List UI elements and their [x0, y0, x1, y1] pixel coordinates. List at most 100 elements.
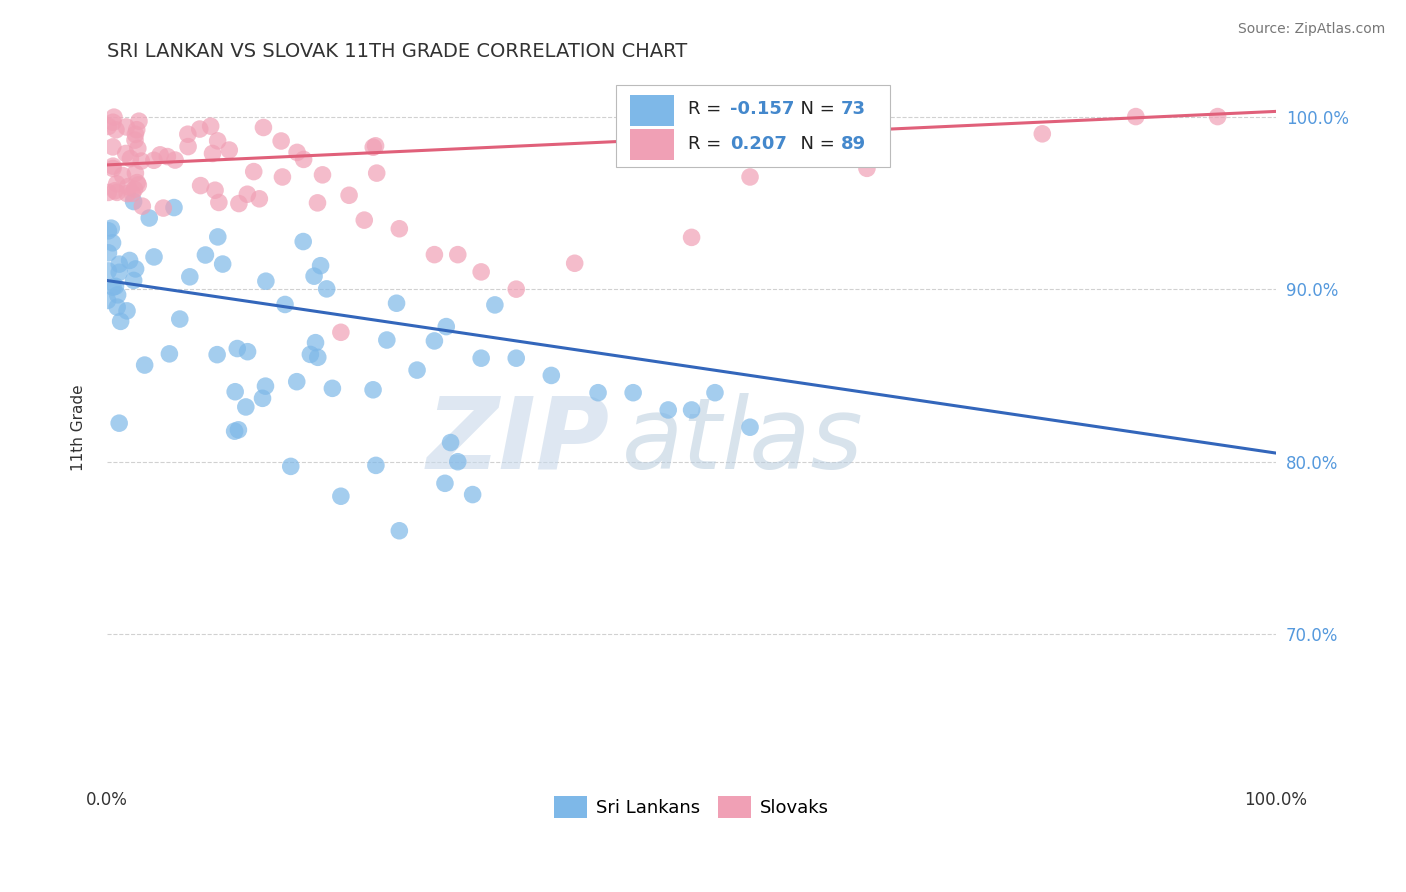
- Point: [97, 245, 120, 260]
- Text: SRI LANKAN VS SLOVAK 11TH GRADE CORRELATION CHART: SRI LANKAN VS SLOVAK 11TH GRADE CORRELAT…: [107, 42, 688, 61]
- Point: [143, 250, 166, 264]
- Point: [100, 221, 122, 235]
- Point: [470, 351, 492, 366]
- Point: [235, 400, 257, 414]
- Point: [128, 114, 150, 128]
- Point: [124, 133, 146, 147]
- Point: [353, 213, 375, 227]
- Point: [226, 342, 249, 356]
- Point: [211, 257, 233, 271]
- Point: [190, 178, 212, 193]
- Text: Source: ZipAtlas.com: Source: ZipAtlas.com: [1237, 22, 1385, 37]
- Point: [385, 296, 408, 310]
- Point: [101, 159, 124, 173]
- Point: [149, 148, 172, 162]
- Point: [97, 224, 120, 238]
- Point: [236, 344, 259, 359]
- Point: [484, 298, 506, 312]
- Point: [311, 168, 333, 182]
- Point: [127, 178, 149, 192]
- Point: [107, 288, 129, 302]
- Point: [280, 459, 302, 474]
- Point: [738, 169, 761, 184]
- Point: [254, 379, 277, 393]
- Point: [101, 280, 124, 294]
- Point: [205, 348, 228, 362]
- Point: [540, 368, 562, 383]
- Y-axis label: 11th Grade: 11th Grade: [72, 384, 86, 470]
- Point: [97, 264, 120, 278]
- Text: ZIP: ZIP: [427, 392, 610, 490]
- Point: [124, 182, 146, 196]
- Point: [738, 420, 761, 434]
- Point: [108, 265, 131, 279]
- Point: [131, 199, 153, 213]
- Point: [321, 381, 343, 395]
- Point: [434, 319, 457, 334]
- Point: [856, 161, 879, 176]
- Point: [127, 141, 149, 155]
- Point: [104, 184, 127, 198]
- Point: [177, 139, 200, 153]
- Point: [302, 269, 325, 284]
- Point: [329, 489, 352, 503]
- Point: [207, 134, 229, 148]
- Point: [236, 187, 259, 202]
- Point: [200, 119, 222, 133]
- Point: [704, 385, 727, 400]
- Point: [307, 351, 329, 365]
- Point: [224, 424, 246, 438]
- Point: [105, 300, 128, 314]
- Point: [252, 120, 274, 135]
- Point: [1125, 110, 1147, 124]
- Point: [586, 385, 609, 400]
- Point: [337, 188, 360, 202]
- Point: [292, 153, 315, 167]
- Point: [157, 347, 180, 361]
- Point: [101, 140, 124, 154]
- Point: [124, 261, 146, 276]
- Point: [505, 351, 527, 366]
- Point: [165, 153, 187, 167]
- Point: [361, 383, 384, 397]
- Point: [108, 257, 131, 271]
- Text: N =: N =: [789, 136, 841, 153]
- Point: [129, 154, 152, 169]
- Point: [361, 140, 384, 154]
- Text: -0.157: -0.157: [730, 100, 794, 118]
- Point: [152, 201, 174, 215]
- Point: [247, 192, 270, 206]
- Point: [101, 161, 124, 176]
- Point: [108, 416, 131, 430]
- Point: [681, 230, 703, 244]
- Point: [127, 176, 149, 190]
- Point: [366, 166, 388, 180]
- Point: [1031, 127, 1053, 141]
- Point: [439, 435, 461, 450]
- Point: [285, 375, 308, 389]
- Point: [564, 256, 586, 270]
- Point: [179, 269, 201, 284]
- Point: [122, 273, 145, 287]
- Point: [447, 455, 470, 469]
- Point: [169, 312, 191, 326]
- Point: [156, 150, 179, 164]
- Point: [461, 487, 484, 501]
- Text: 73: 73: [841, 100, 866, 118]
- Point: [657, 403, 679, 417]
- Point: [242, 164, 264, 178]
- Point: [103, 110, 125, 124]
- Point: [104, 279, 127, 293]
- Point: [101, 115, 124, 129]
- Point: [252, 392, 274, 406]
- Point: [505, 282, 527, 296]
- Point: [309, 259, 332, 273]
- Point: [304, 335, 326, 350]
- Point: [105, 186, 128, 200]
- Point: [315, 282, 337, 296]
- Point: [97, 120, 120, 134]
- Point: [97, 186, 120, 200]
- Point: [292, 235, 315, 249]
- Point: [423, 247, 446, 261]
- Point: [115, 304, 138, 318]
